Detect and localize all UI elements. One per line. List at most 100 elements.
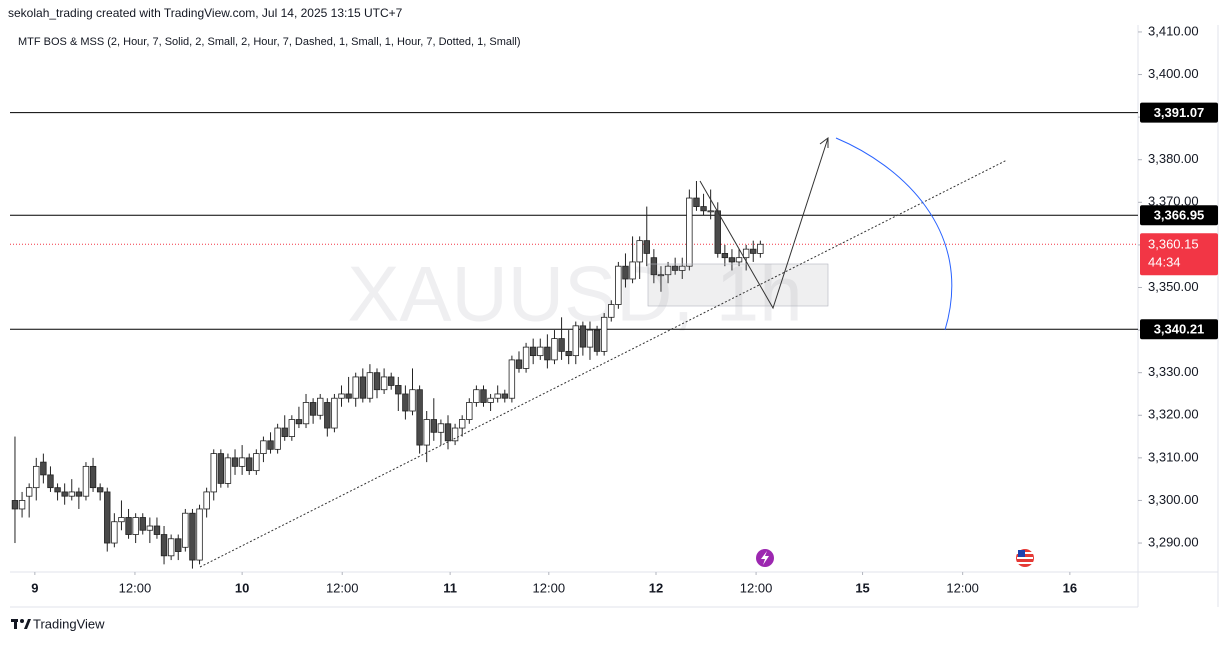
candle-body xyxy=(295,419,303,425)
level-tag xyxy=(1140,319,1218,340)
x-tick-label: 12:00 xyxy=(119,580,152,595)
candle-body xyxy=(118,517,125,523)
candle-body xyxy=(281,427,288,437)
candle-body xyxy=(33,465,40,489)
candle-body xyxy=(160,534,168,557)
candle-body xyxy=(671,265,679,271)
branding: TradingView xyxy=(33,616,105,631)
candle-body xyxy=(480,389,487,403)
x-tick-label: 12:00 xyxy=(326,580,359,595)
candle-body xyxy=(75,491,83,497)
candle-body xyxy=(345,393,352,399)
candle-body xyxy=(309,402,317,416)
candle-body xyxy=(224,457,232,484)
candle-body xyxy=(750,248,757,254)
x-tick-label: 15 xyxy=(855,580,869,595)
candle-body xyxy=(657,274,665,277)
candle-body xyxy=(650,257,658,276)
y-tick-label: 3,310.00 xyxy=(1148,449,1199,464)
chart-title: sekolah_trading created with TradingView… xyxy=(8,6,403,20)
y-tick-label: 3,330.00 xyxy=(1148,364,1199,379)
x-tick-label: 12 xyxy=(649,580,663,595)
candle-body xyxy=(317,397,324,416)
candle-body xyxy=(558,338,565,352)
candle-body xyxy=(629,261,636,280)
candle-body xyxy=(388,376,395,386)
x-tick-label: 16 xyxy=(1063,580,1077,595)
candle-body xyxy=(600,316,608,352)
candle-body xyxy=(54,487,61,493)
candle-body xyxy=(68,491,75,497)
candle-body xyxy=(544,346,551,361)
candle-body xyxy=(686,197,693,267)
candle-body xyxy=(11,500,19,510)
candle-body xyxy=(189,512,196,561)
candle-body xyxy=(267,440,274,450)
candle-body xyxy=(324,402,331,429)
flag-canton xyxy=(1018,550,1025,557)
candle-body xyxy=(451,427,459,442)
candle-body xyxy=(132,517,139,535)
candle-body xyxy=(246,457,253,472)
brand-logo xyxy=(11,619,31,629)
candle-body xyxy=(430,419,437,433)
y-tick-label: 3,300.00 xyxy=(1148,492,1199,507)
x-tick-label: 9 xyxy=(31,580,38,595)
candle-body xyxy=(217,453,225,484)
candle-body xyxy=(494,393,501,399)
y-tick-label: 3,350.00 xyxy=(1148,279,1199,294)
candle-body xyxy=(622,265,629,280)
candle-body xyxy=(636,240,643,263)
candle-body xyxy=(210,453,217,493)
candle-body xyxy=(89,465,97,489)
candle-body xyxy=(551,338,558,361)
last-price-label: 3,360.15 xyxy=(1148,237,1199,252)
candle-body xyxy=(153,525,161,535)
candle-body xyxy=(700,206,707,212)
candle-body xyxy=(82,465,90,497)
candle-body xyxy=(444,423,452,442)
candle-body xyxy=(231,457,239,467)
candle-body xyxy=(331,397,338,429)
x-tick-label: 12:00 xyxy=(533,580,566,595)
level-tag xyxy=(1140,205,1218,226)
candle-body xyxy=(111,521,118,544)
candle-body xyxy=(167,538,175,557)
flag-icon[interactable] xyxy=(1016,549,1034,567)
y-tick-label: 3,290.00 xyxy=(1148,534,1199,549)
level-label: 3,391.07 xyxy=(1154,105,1205,120)
candle-body xyxy=(380,376,388,391)
level-label: 3,366.95 xyxy=(1154,208,1205,223)
candle-body xyxy=(714,210,721,254)
candle-body xyxy=(586,329,594,348)
candle-body xyxy=(508,359,516,399)
candle-body xyxy=(416,389,423,446)
candle-body xyxy=(18,500,26,510)
flag-stripe xyxy=(1017,557,1033,559)
candle-body xyxy=(664,265,672,276)
event-icon-glyph xyxy=(761,551,769,565)
candle-body xyxy=(139,517,146,531)
candle-body xyxy=(395,385,402,395)
x-tick-label: 10 xyxy=(235,580,249,595)
candle-body xyxy=(274,427,281,450)
candle-body xyxy=(238,457,246,467)
candle-body xyxy=(146,525,154,531)
event-icon[interactable] xyxy=(756,549,774,567)
candle-body xyxy=(693,197,700,207)
arrow-head xyxy=(819,137,829,148)
countdown: 44:34 xyxy=(1148,255,1181,270)
candle-body xyxy=(40,461,47,476)
level-tag xyxy=(1140,102,1218,123)
plot xyxy=(10,31,1142,575)
zone-box xyxy=(647,263,829,307)
trendline xyxy=(199,159,1008,568)
candle-body xyxy=(579,325,587,348)
y-tick-label: 3,400.00 xyxy=(1148,66,1199,81)
candle-body xyxy=(359,376,367,399)
x-tick-label: 11 xyxy=(443,580,457,595)
candle-body xyxy=(203,491,210,510)
